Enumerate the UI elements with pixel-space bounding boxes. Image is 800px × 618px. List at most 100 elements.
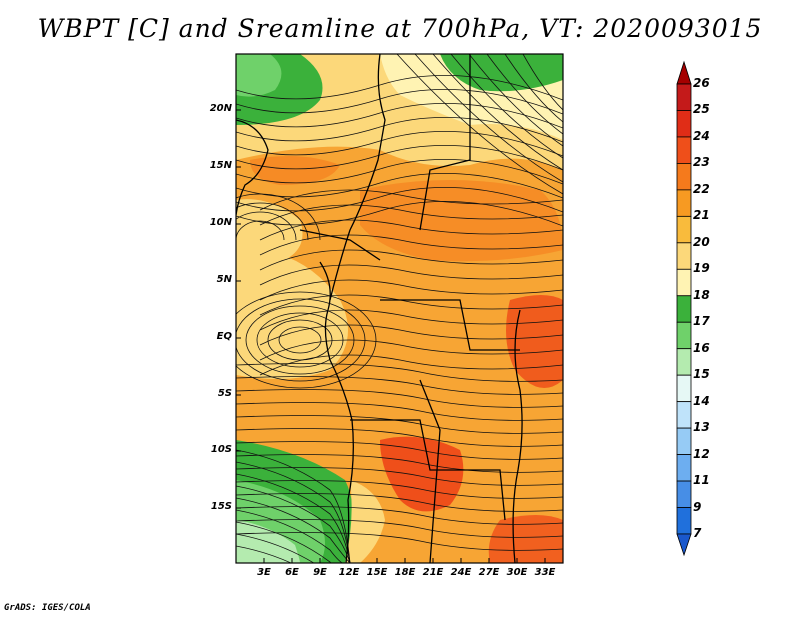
colorbar-label: 21: [693, 208, 710, 223]
streamline: [236, 75, 563, 101]
lon-label: 3E: [257, 567, 271, 578]
lon-label: 15E: [366, 567, 388, 578]
streamline: [236, 202, 309, 241]
streamline: [236, 363, 563, 382]
lon-label: 6E: [285, 567, 299, 578]
colorbar-bottom-arrow: [676, 533, 692, 557]
streamline: [259, 324, 563, 346]
streamline: [468, 54, 563, 147]
colorbar-label: 24: [693, 128, 710, 143]
axis-ticks: [236, 109, 546, 563]
streamline: [236, 467, 563, 486]
streamline: [259, 249, 563, 271]
border-line-1: [329, 54, 386, 301]
colorbar-segment: [676, 110, 692, 138]
colorbar-segment: [676, 215, 692, 244]
streamline: [256, 312, 344, 368]
lon-label: 18E: [394, 567, 416, 578]
rift-valley-border: [512, 309, 523, 563]
streamline: [236, 461, 351, 563]
streamline: [259, 354, 563, 376]
colorbar-segment: [676, 268, 692, 297]
streamline: [236, 159, 563, 185]
lon-label: 33E: [534, 567, 556, 578]
grads-credit: GrADS: IGES/COLA: [4, 603, 91, 613]
colorbar: [676, 60, 692, 557]
colorbar-top-arrow: [676, 60, 692, 85]
colorbar-label: 19: [693, 261, 710, 276]
colorbar-label: 13: [693, 420, 710, 435]
streamline: [259, 234, 563, 256]
streamline: [236, 402, 563, 421]
lat-label: 10N: [209, 217, 232, 228]
colorbar-label: 12: [693, 446, 710, 461]
streamline: [236, 103, 563, 129]
shading-23c-southeast: [488, 515, 563, 563]
streamline: [504, 54, 563, 123]
map-title: WBPT [C] and Sreamline at 700hPa, VT: 20…: [37, 14, 763, 43]
streamline: [236, 532, 563, 551]
colorbar-label: 11: [693, 473, 710, 488]
shading-19c-gulf: [236, 199, 303, 263]
streamline: [236, 480, 563, 499]
atlantic-coast: [319, 261, 354, 563]
lon-label: 12E: [338, 567, 360, 578]
streamline: [236, 187, 563, 213]
colorbar-segment: [676, 136, 692, 164]
streamline: [236, 441, 563, 460]
colorbar-label: 26: [693, 76, 710, 90]
shading-16c-northwest: [236, 54, 282, 97]
streamline: [236, 298, 366, 382]
colorbar-segment: [676, 401, 692, 429]
lon-label: 21E: [422, 567, 444, 578]
colorbar-segment: [676, 507, 692, 535]
colorbar-label: 16: [693, 340, 710, 355]
shading-15c-southwest: [236, 520, 300, 563]
streamline: [236, 220, 285, 241]
streamline: [259, 309, 563, 331]
shading-23c-lakes: [506, 295, 563, 388]
border-line-3: [350, 419, 506, 521]
streamline: [432, 54, 563, 171]
colorbar-segment: [676, 480, 692, 508]
streamline: [522, 54, 563, 111]
streamline: [236, 449, 351, 563]
shading-22c-west-sahel: [250, 156, 340, 185]
lat-label: 20N: [209, 103, 232, 114]
lat-label: EQ: [216, 331, 232, 342]
colorbar-segment: [676, 374, 692, 403]
streamline: [236, 485, 351, 563]
streamline: [259, 264, 563, 286]
streamline: [259, 189, 563, 211]
streamline: [236, 497, 351, 563]
border-line-2: [419, 54, 471, 231]
lat-label: 5S: [217, 388, 232, 399]
streamline: [236, 454, 563, 473]
streamline: [259, 219, 563, 241]
streamline: [396, 54, 563, 195]
border-line-5: [299, 229, 381, 261]
colorbar-segment: [676, 454, 692, 482]
streamline: [236, 545, 350, 563]
streamline: [259, 279, 563, 301]
lat-label: 15S: [210, 501, 232, 512]
streamline: [245, 305, 355, 375]
colorbar-label: 23: [693, 155, 710, 170]
colorbar-segment: [676, 348, 692, 376]
streamline: [236, 509, 350, 563]
colorbar-label: 15: [693, 367, 710, 382]
lon-label: 27E: [478, 567, 500, 578]
streamline: [236, 211, 297, 241]
colorbar-label: 25: [693, 102, 710, 117]
border-line-4: [380, 299, 520, 351]
lon-label: 24E: [450, 567, 472, 578]
lat-label: 15N: [209, 160, 232, 171]
map-frame: [235, 53, 564, 564]
west-africa-coast: [236, 119, 269, 216]
colorbar-segment: [676, 163, 692, 191]
streamline: [259, 204, 563, 226]
lon-label: 30E: [506, 567, 528, 578]
streamline: [236, 473, 351, 563]
streamline: [414, 54, 563, 183]
